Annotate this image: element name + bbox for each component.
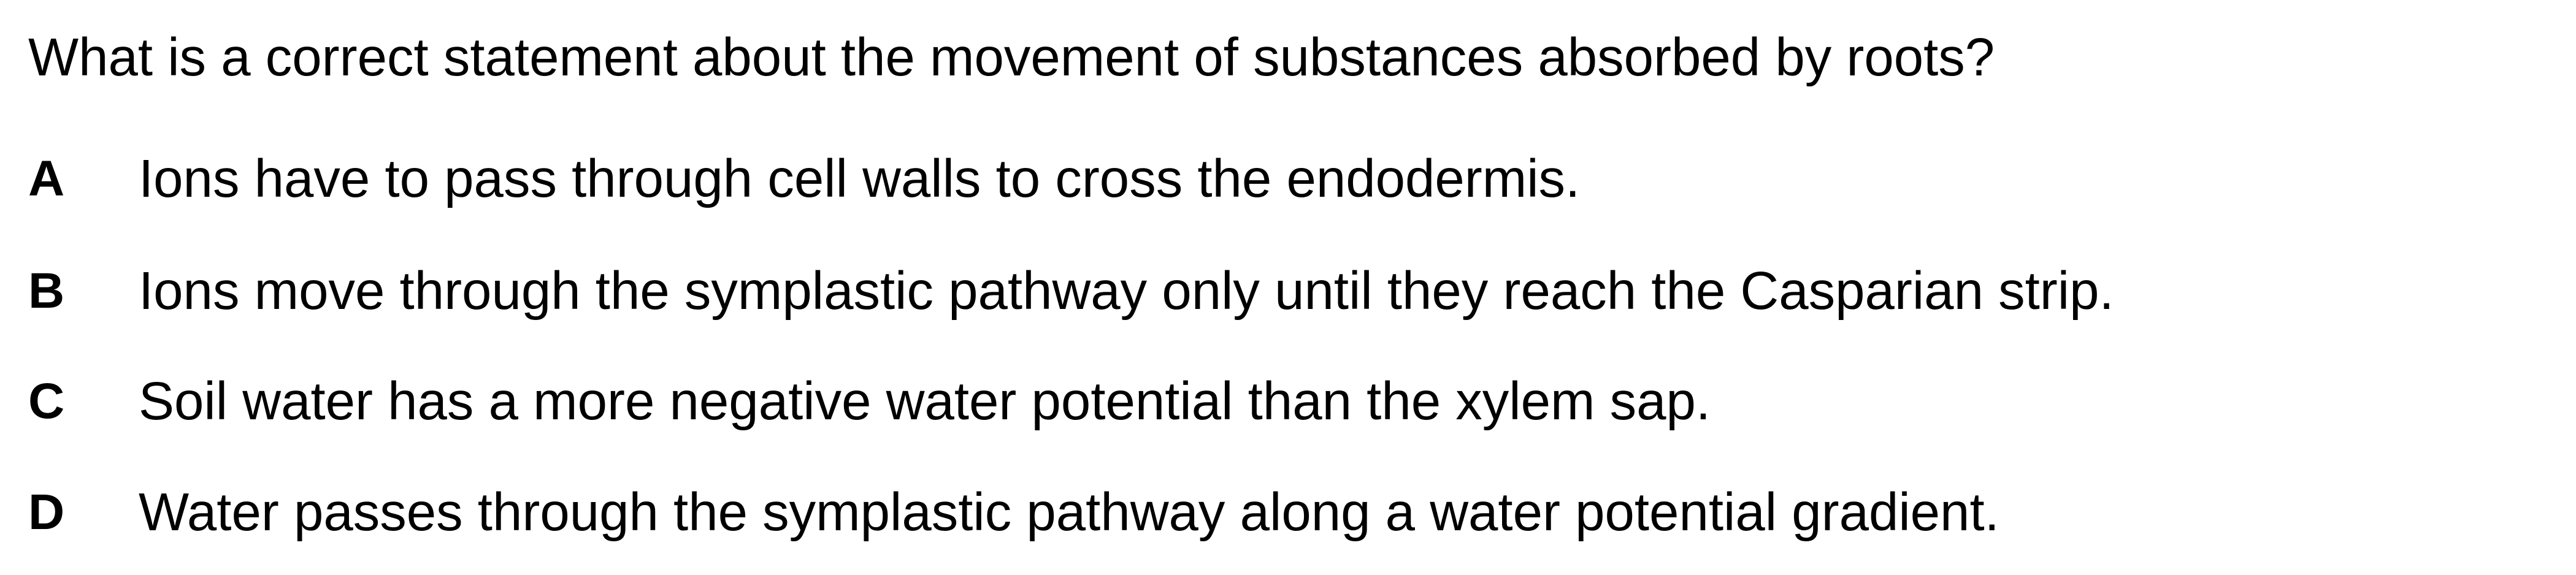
option-text: Soil water has a more negative water pot…: [139, 371, 1711, 431]
option-text: Water passes through the symplastic path…: [139, 482, 1999, 542]
option-letter: C: [28, 373, 65, 429]
option-letter: B: [28, 263, 65, 319]
option-text: Ions move through the symplastic pathway…: [139, 261, 2114, 321]
option-text: Ions have to pass through cell walls to …: [139, 149, 1581, 208]
option-letter: A: [28, 151, 65, 207]
option-letter: D: [28, 484, 65, 540]
question-stem: What is a correct statement about the mo…: [28, 28, 1995, 87]
